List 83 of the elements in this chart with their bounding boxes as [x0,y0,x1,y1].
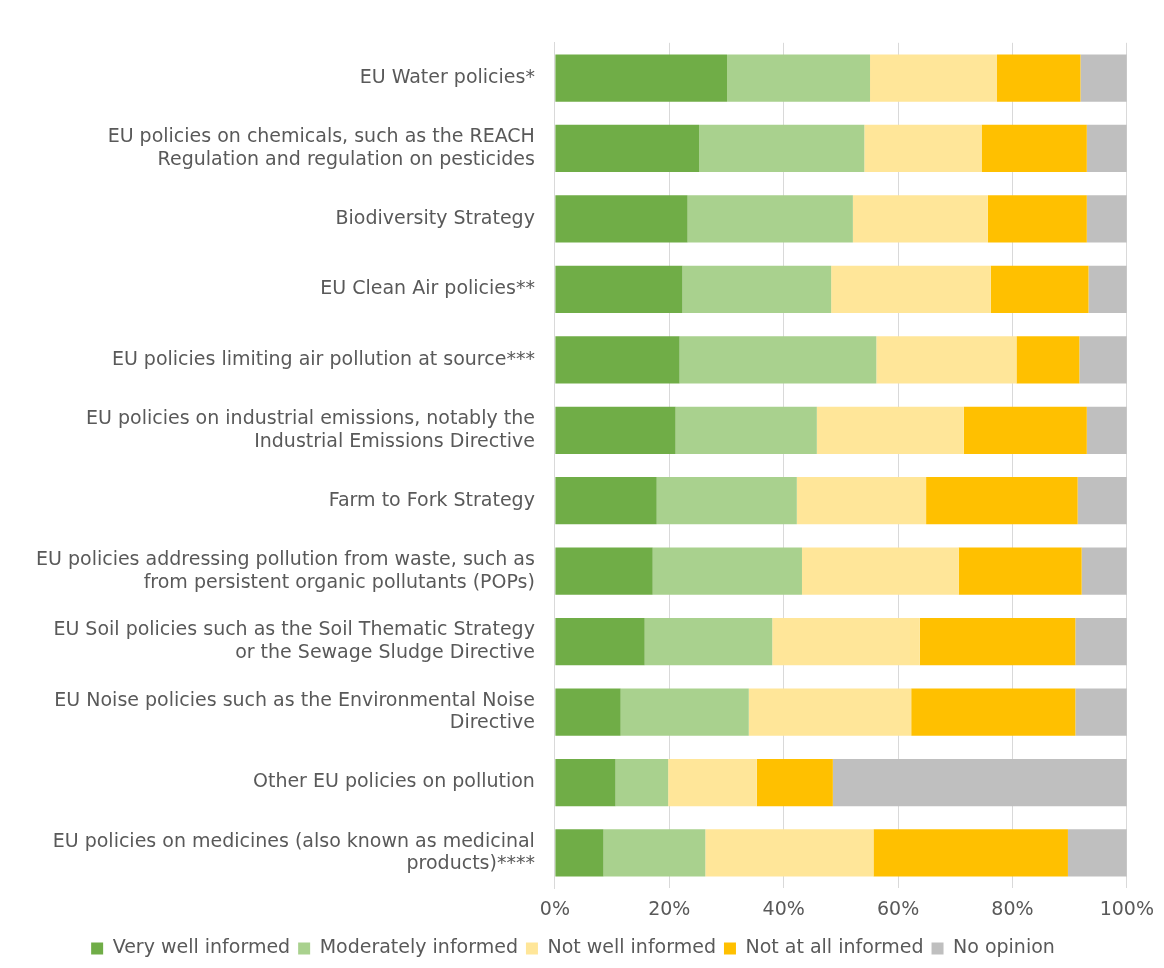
bar [958,547,1082,595]
bar [687,195,853,243]
bar [652,547,802,595]
bar [816,406,964,454]
legend-label: Not well informed [547,935,716,958]
bar [1081,547,1127,595]
bar [796,477,927,525]
bar [832,758,1127,807]
x-tick-label: 80% [991,896,1034,919]
bar [675,406,817,454]
bar [555,829,604,877]
bar [870,54,998,102]
bar [656,477,797,525]
bar [873,829,1068,877]
bar [1016,336,1080,384]
bar [911,688,1076,736]
bar [1080,54,1127,102]
bar [555,406,676,454]
bar [926,477,1078,525]
bar [1086,406,1127,454]
bar [555,195,688,243]
bar [1077,477,1127,525]
y-tick-label: EU Clean Air policies** [320,276,535,299]
y-tick-label: EU Noise policies such as the Environmental Noise Directive [54,687,535,733]
bar [876,336,1017,384]
bar [727,54,871,102]
bar [1079,336,1127,384]
y-tick-label: EU policies on industrial emissions, notably the Industrial Emissions Directive [86,405,535,451]
bar [919,618,1076,666]
x-tick-label: 0% [539,896,570,919]
x-tick-label: 60% [876,896,920,919]
bar [555,618,645,666]
bar [1086,195,1127,243]
bar [555,688,621,736]
bar [620,688,749,736]
bar [1088,265,1127,313]
bar [772,618,920,666]
legend-label: No opinion [953,935,1055,958]
bar [997,54,1081,102]
bar [852,195,988,243]
y-tick-label: Other EU policies on pollution [252,769,535,792]
bar [1067,829,1127,877]
x-tick-label: 100% [1099,896,1154,919]
bar [555,336,680,384]
bar [990,265,1089,313]
bar [699,124,865,173]
legend-label: Very well informed [112,935,291,958]
bar [756,758,833,807]
y-tick-label: EU policies on chemicals, such as the REACH Regulation and regulation on pesticides [107,124,535,169]
y-tick-label: EU policies limiting air pollution at source*** [111,346,535,369]
y-tick-label: EU policies on medicines (also known as medicinal products)**** [52,828,535,874]
bar [963,406,1087,454]
bar [987,195,1087,243]
legend-label: Moderately informed [319,935,518,958]
bar [679,336,877,384]
bar [615,758,669,807]
bar [555,477,657,525]
bar [748,688,912,736]
y-tick-label: EU policies addressing pollution from waste, such as from persistent organic pollutants (POPs) [35,546,535,592]
y-tick-label: EU Water policies* [359,64,535,87]
bar [682,265,832,313]
legend-label: Not at all informed [745,935,924,958]
bar [668,758,757,807]
bar [555,54,728,102]
x-tick-label: 20% [648,896,691,919]
y-tick-label: EU Soil policies such as the Soil Thematic Strategy or the Sewage Sludge Directive [53,617,535,662]
bar [705,829,874,877]
bar [555,758,616,807]
bar [555,124,700,173]
bar [801,547,959,595]
bar [981,124,1087,173]
y-tick-label: Biodiversity Strategy [335,205,535,228]
bar [644,618,773,666]
bar [555,547,653,595]
bar [1075,688,1127,736]
bar [603,829,706,877]
bar [831,265,991,313]
y-tick-label: Farm to Fork Strategy [328,487,535,510]
bar [1075,618,1127,666]
bar [1086,124,1127,173]
bar [864,124,982,173]
bar [555,265,683,313]
x-tick-label: 40% [762,896,805,919]
